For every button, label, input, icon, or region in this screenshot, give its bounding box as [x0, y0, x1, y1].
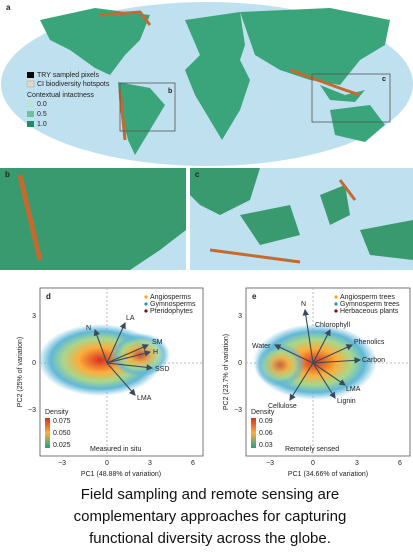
vector-label: H [153, 349, 158, 356]
x-tick-label: −3 [266, 460, 274, 467]
y-tick-label: 3 [32, 313, 36, 320]
inset-label: b [168, 88, 172, 95]
density-level: 0.09 [259, 418, 273, 425]
y-tick-label: −3 [234, 407, 242, 414]
y-tick-label: 3 [238, 313, 242, 320]
x-axis-label: PC1 (48.88% of variation) [81, 471, 161, 478]
vector-label: LMA [346, 386, 361, 393]
pca-panel-e [245, 287, 411, 457]
y-tick-label: −3 [28, 407, 36, 414]
x-tick-label: 0 [311, 460, 315, 467]
vector-label: Chlorophyll [315, 322, 350, 329]
vector-label: SSD [155, 366, 169, 373]
vector-label: N [301, 301, 306, 308]
legend-label: Angiosperms [150, 294, 191, 301]
vector-label: Carbon [362, 357, 385, 364]
y-axis-label: PC2 (25% of variation) [17, 337, 24, 407]
vector-label: Water [252, 343, 271, 350]
vector-label: SM [152, 339, 163, 346]
vector-label: Cellulose [268, 403, 297, 410]
x-axis-label: PC1 (34.66% of variation) [288, 471, 368, 478]
panel-label: a [6, 3, 11, 12]
figure: a b c TRY sampled pixels CI biodiversity… [0, 2, 413, 478]
legend-label: 1.0 [37, 121, 47, 128]
x-tick-label: 6 [398, 460, 402, 467]
legend-swatch [27, 111, 34, 117]
density-title: Density [45, 409, 69, 416]
legend-label: CI biodiversity hotspots [37, 81, 110, 88]
vector-label: LMA [137, 395, 152, 402]
world-map [1, 2, 413, 166]
vector-label: Phenolics [354, 339, 385, 346]
legend-label: TRY sampled pixels [37, 72, 99, 79]
x-tick-label: 0 [105, 460, 109, 467]
vector-label: Lignin [337, 398, 356, 405]
y-axis-label: PC2 (23.7% of variation) [223, 334, 230, 410]
vector-label: LA [126, 315, 135, 322]
legend-label: Gymnosperm trees [340, 301, 400, 308]
legend-label: Pteridophytes [150, 308, 193, 315]
panel-label: b [5, 170, 10, 179]
pca-panel-d [38, 287, 204, 457]
legend-label: 0.5 [37, 111, 47, 118]
inset-map-c [190, 168, 413, 270]
panel-label: e [252, 292, 257, 301]
note: Measured in situ [90, 446, 141, 453]
density-level: 0.03 [259, 442, 273, 449]
x-tick-label: 6 [191, 460, 195, 467]
density-level: 0.075 [53, 418, 71, 425]
legend-swatch [27, 101, 34, 107]
legend-swatch [27, 121, 34, 127]
density-level: 0.025 [53, 442, 71, 449]
x-tick-label: −3 [58, 460, 66, 467]
x-tick-label: 3 [355, 460, 359, 467]
legend-label: Herbaceous plants [340, 308, 399, 315]
panel-label: d [46, 292, 51, 301]
legend-title: Contextual intactness [27, 92, 94, 99]
y-tick-label: 0 [238, 360, 242, 367]
legend-label: Angiosperm trees [340, 294, 395, 301]
legend-swatch [26, 80, 35, 88]
caption: Field sampling and remote sensing are co… [73, 486, 347, 547]
density-level: 0.050 [53, 430, 71, 437]
legend-swatch [27, 72, 34, 78]
legend-label: Gymnosperms [150, 301, 196, 308]
density-title: Density [251, 409, 275, 416]
density-level: 0.06 [259, 430, 273, 437]
legend-label: 0.0 [37, 101, 47, 108]
y-tick-label: 0 [32, 360, 36, 367]
x-tick-label: 3 [148, 460, 152, 467]
inset-label: c [382, 76, 386, 83]
panel-label: c [195, 170, 200, 179]
inset-map-b [0, 168, 186, 270]
vector-label: N [86, 325, 91, 332]
note: Remotely sensed [285, 446, 339, 453]
